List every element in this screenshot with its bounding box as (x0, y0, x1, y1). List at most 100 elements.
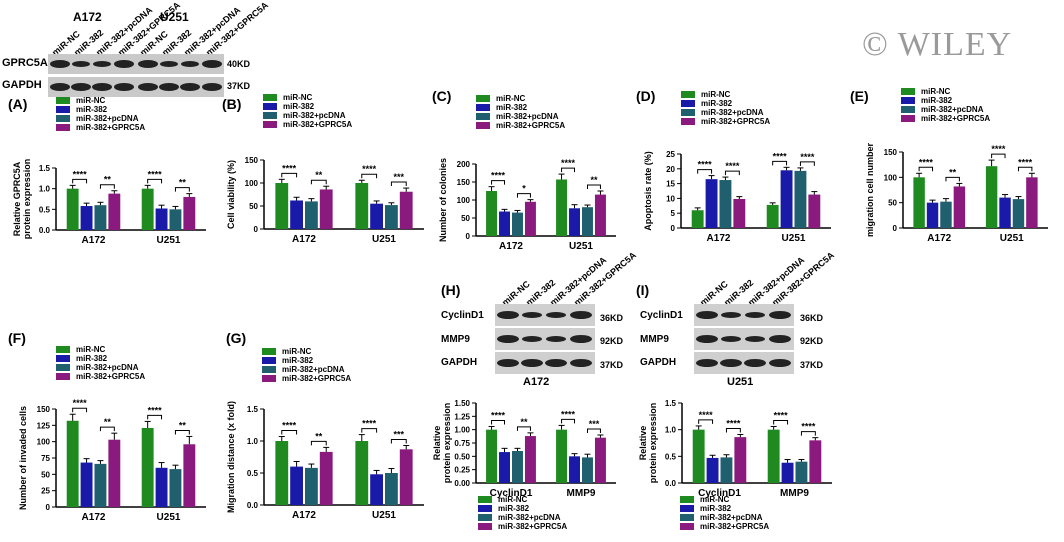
significance-bracket (147, 178, 163, 184)
bar (80, 206, 93, 230)
x-category-label: U251 (157, 512, 181, 523)
panel-label: (B) (222, 96, 242, 112)
legend-swatch (56, 373, 70, 380)
significance-bracket (918, 166, 934, 172)
y-tick-label: 1.5 (665, 399, 677, 408)
legend-label: miR-NC (282, 347, 312, 356)
significance-bracket (390, 438, 407, 444)
bar (141, 188, 154, 230)
bar (985, 166, 998, 228)
bar (1026, 177, 1038, 228)
panel-label: (D) (636, 88, 656, 104)
bar (809, 440, 822, 483)
legend-label: miR-382+pcDNA (282, 365, 345, 374)
significance-label: ** (949, 167, 957, 177)
bar (733, 198, 746, 228)
significance-label: *** (394, 429, 405, 439)
legend-label: miR-382+pcDNA (700, 513, 763, 522)
bar (169, 469, 182, 507)
significance-label: **** (699, 410, 714, 420)
y-tick-label: 0.00 (454, 479, 470, 488)
legend-entry: miR-382+pcDNA (476, 112, 565, 121)
bar (594, 437, 606, 483)
significance-bracket (361, 173, 378, 179)
bar (705, 179, 718, 228)
legend-label: miR-382 (498, 504, 530, 513)
legend-label: miR-382 (921, 96, 953, 105)
bar (80, 462, 93, 507)
significance-label: **** (725, 161, 740, 171)
y-tick-label: 200 (457, 160, 471, 169)
x-category-label: A172 (707, 233, 731, 244)
x-category-label: CyclinD1 (698, 488, 741, 499)
legend-swatch (680, 523, 694, 530)
wiley-watermark: © WILEY (862, 26, 1013, 63)
legend-entry: miR-382+pcDNA (478, 513, 567, 522)
panel-label: (E) (850, 88, 869, 104)
legend-label: miR-382+GPRC5A (498, 522, 568, 531)
y-tick-label: 0.0 (247, 501, 259, 510)
y-tick-label: 100 (457, 196, 471, 205)
x-category-label: U251 (1000, 233, 1024, 244)
y-tick-label: 1.5 (39, 164, 51, 173)
significance-bracket (72, 178, 88, 184)
legend-entry: miR-NC (56, 345, 145, 354)
bar-chart-4: 0 50 100 150 migration cell number A172 U251 **… (865, 143, 1048, 244)
legend-label: miR-382+pcDNA (701, 108, 764, 117)
legend-entry: miR-382 (680, 504, 769, 513)
legend-entry: miR-382+GPRC5A (262, 374, 351, 383)
bar (953, 186, 966, 228)
legend-entry: miR-NC (681, 90, 770, 99)
panel-label: (G) (226, 330, 247, 346)
y-axis-label-line: protein expression (442, 403, 452, 484)
bar (399, 191, 413, 229)
significance-bracket (174, 187, 190, 192)
legend-entry: miR-382+pcDNA (56, 363, 145, 372)
x-category-label: U251 (569, 241, 593, 252)
y-tick-label: 75 (41, 454, 50, 463)
x-category-label: U251 (372, 510, 396, 521)
bar (108, 439, 121, 507)
significance-label: **** (73, 398, 88, 408)
significance-label: ** (179, 420, 187, 430)
significance-bracket (99, 426, 115, 432)
significance-label: * (522, 184, 526, 194)
blot-image-h (495, 304, 595, 374)
bar (794, 170, 807, 228)
legend-label: miR-382 (701, 99, 733, 108)
y-tick-label: 125 (37, 421, 51, 430)
y-axis-label: Number of colonies (438, 158, 448, 242)
bar (370, 474, 383, 505)
significance-bracket (772, 160, 788, 166)
bar (319, 451, 333, 505)
significance-label: **** (148, 169, 163, 179)
legend-label: miR-382+pcDNA (498, 513, 561, 522)
significance-bracket (991, 153, 1006, 159)
bar (183, 196, 196, 230)
bar (720, 457, 733, 483)
y-tick-label: 0.75 (454, 439, 470, 448)
bar-chart-6: 0.0 0.5 1.0 1.5 Migration distance (x fold) A… (226, 401, 424, 521)
significance-bracket (698, 419, 714, 424)
legend-label: miR-382+GPRC5A (701, 117, 771, 126)
bar (183, 444, 196, 507)
y-axis-label: Cell viability (%) (226, 160, 236, 229)
legend-swatch (56, 115, 70, 122)
legend-label: miR-382+GPRC5A (76, 123, 146, 132)
blot-h-kd-mmp9: 92KD (600, 336, 624, 346)
y-tick-label: 1.0 (247, 437, 259, 446)
legend-entry: miR-382 (476, 103, 565, 112)
y-tick-label: 1.25 (454, 412, 470, 421)
bar (94, 463, 107, 507)
bar (275, 183, 289, 229)
significance-label: ** (520, 417, 528, 427)
significance-bracket (310, 179, 327, 185)
legend-label: miR-382 (76, 354, 108, 363)
significance-bracket (799, 161, 815, 166)
legend-swatch (476, 104, 490, 111)
legend-entry: miR-382+GPRC5A (681, 117, 770, 126)
bar (512, 451, 523, 483)
bar (719, 180, 732, 228)
significance-bracket (697, 169, 713, 174)
bar (582, 457, 593, 483)
